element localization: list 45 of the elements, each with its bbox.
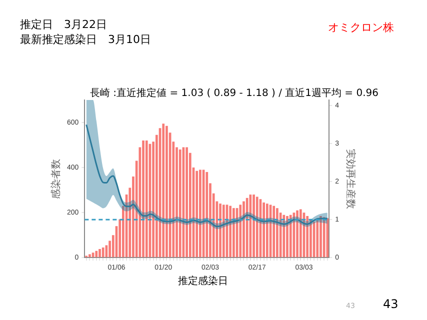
bar xyxy=(229,206,232,258)
text: 推定日 3月22日 xyxy=(20,17,107,32)
bar xyxy=(252,194,255,258)
chart-title: 長崎 :直近推定値 = 1.03 ( 0.89 - 1.18 ) / 直近1週平均 = 0.96 xyxy=(90,86,378,100)
bar xyxy=(272,206,276,258)
bar xyxy=(145,140,148,258)
bar xyxy=(299,209,302,258)
bar xyxy=(186,147,188,258)
bar xyxy=(256,196,258,258)
bar xyxy=(320,216,322,258)
bar xyxy=(266,204,268,258)
bar xyxy=(206,172,208,258)
y2-axis-title: 実効再生産数 xyxy=(344,148,356,209)
y-axis-title: 感染者数 xyxy=(50,158,62,199)
text: 43 xyxy=(383,297,398,311)
bar xyxy=(102,247,104,258)
bar xyxy=(178,150,182,258)
bar xyxy=(306,216,309,258)
bar xyxy=(196,170,198,258)
bar xyxy=(242,201,245,258)
bar xyxy=(282,214,286,258)
x-axis-title: 推定感染日 xyxy=(177,274,229,288)
bar xyxy=(166,126,168,258)
text: オミクロン株 xyxy=(328,20,394,35)
bar xyxy=(95,250,98,258)
bar xyxy=(219,204,222,258)
bar xyxy=(310,219,312,258)
bar xyxy=(289,214,292,258)
bar xyxy=(249,194,252,258)
line-series xyxy=(86,124,328,228)
bar xyxy=(262,202,265,258)
bar xyxy=(88,254,91,258)
bar xyxy=(162,124,165,258)
bar xyxy=(239,204,242,258)
bar xyxy=(142,140,144,258)
bar xyxy=(322,217,326,258)
bar xyxy=(296,210,298,258)
bar xyxy=(222,204,225,258)
bar xyxy=(199,170,202,258)
bar xyxy=(286,216,288,258)
text: 最新推定感染日 3月10日 xyxy=(20,32,151,47)
bar xyxy=(232,208,235,258)
bar xyxy=(316,218,319,258)
bar xyxy=(98,249,101,258)
bar xyxy=(276,208,278,258)
